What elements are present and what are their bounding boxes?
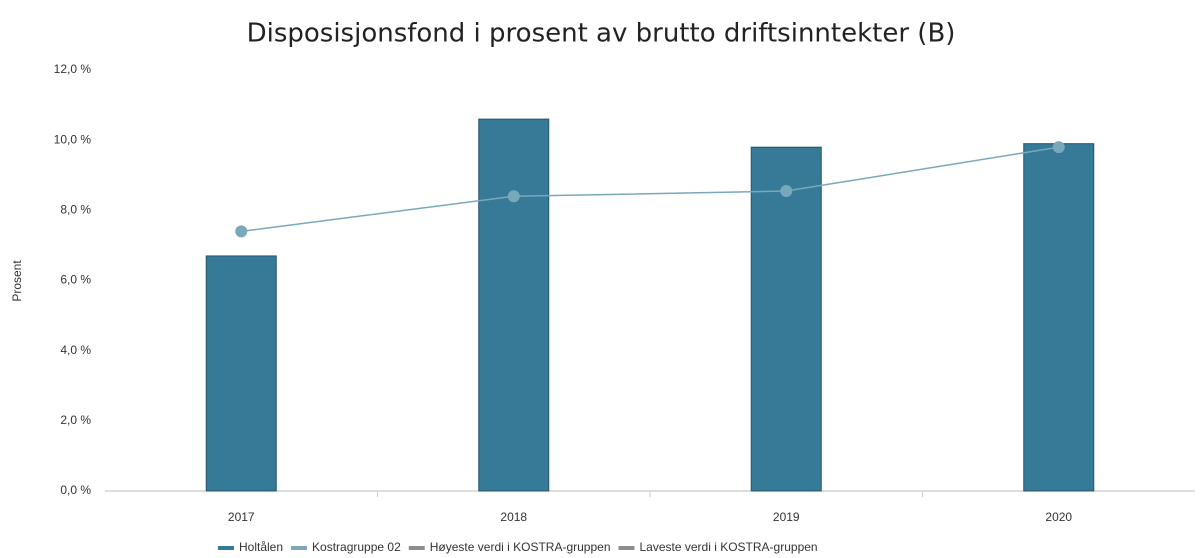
legend-label: Holtålen bbox=[239, 540, 283, 554]
y-tick-label: 10,0 % bbox=[54, 132, 92, 146]
y-tick-label: 0,0 % bbox=[60, 483, 91, 497]
point bbox=[1052, 141, 1065, 154]
point bbox=[507, 190, 520, 203]
y-tick-label: 2,0 % bbox=[60, 413, 91, 427]
legend-label: Laveste verdi i KOSTRA-gruppen bbox=[640, 540, 818, 554]
point bbox=[780, 185, 793, 198]
legend-label: Kostragruppe 02 bbox=[312, 540, 401, 554]
bar bbox=[478, 118, 550, 492]
bar bbox=[205, 255, 277, 492]
point bbox=[235, 225, 248, 238]
bar bbox=[750, 146, 822, 492]
line bbox=[241, 146, 1059, 233]
y-axis-label: Prosent bbox=[10, 260, 24, 302]
x-tick-label: 2018 bbox=[500, 510, 527, 524]
x-tick-label: 2019 bbox=[773, 510, 800, 524]
y-tick-label: 4,0 % bbox=[60, 343, 91, 357]
x-tick-label: 2020 bbox=[1045, 510, 1072, 524]
legend-label: Høyeste verdi i KOSTRA-gruppen bbox=[430, 540, 611, 554]
x-tick-label: 2017 bbox=[228, 510, 255, 524]
y-tick-label: 8,0 % bbox=[60, 203, 91, 217]
y-tick-label: 6,0 % bbox=[60, 273, 91, 287]
bar bbox=[1023, 143, 1095, 492]
chart-title: Disposisjonsfond i prosent av brutto dri… bbox=[247, 19, 956, 49]
y-tick-label: 12,0 % bbox=[54, 62, 92, 76]
